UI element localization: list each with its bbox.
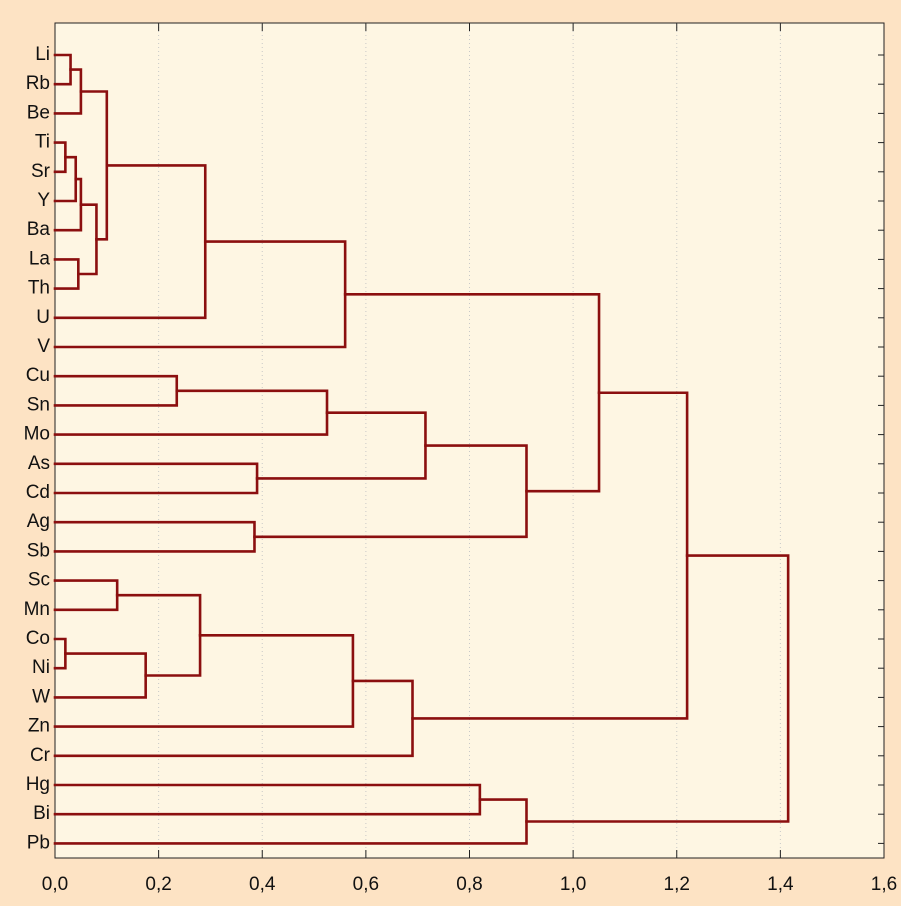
leaf-label: Cd xyxy=(26,482,50,503)
dendrogram-links xyxy=(53,53,790,845)
leaf-label: Sn xyxy=(27,394,50,415)
x-tick-label: 0,8 xyxy=(456,874,482,895)
leaf-label: Ni xyxy=(32,657,50,678)
leaf-label: Be xyxy=(27,102,50,123)
leaf-label: La xyxy=(29,248,51,269)
leaf-label: U xyxy=(36,307,50,328)
x-tick-label: 0,6 xyxy=(353,874,379,895)
x-tick-label: 0,0 xyxy=(42,874,68,895)
leaf-label: Mo xyxy=(24,424,50,445)
leaf-label: Hg xyxy=(26,774,50,795)
leaf-label: W xyxy=(32,686,50,707)
leaf-label: Li xyxy=(35,44,50,65)
leaf-label: Sb xyxy=(27,540,50,561)
leaf-label: Sc xyxy=(28,570,50,591)
x-axis-tick-labels: 0,0 0,2 0,4 0,6 0,8 1,0 1,2 1,4 1,6 xyxy=(42,874,897,895)
leaf-label: Mn xyxy=(24,599,50,620)
x-tick-label: 0,4 xyxy=(249,874,276,895)
leaf-label: V xyxy=(37,336,50,357)
leaf-label: Th xyxy=(28,278,50,299)
leaf-labels: Li Rb Be Ti Sr Y Ba La Th UV Cu Sn Mo As Cd Ag Sb Sc Mn Co N… xyxy=(24,44,51,853)
leaf-label: Pb xyxy=(27,832,50,853)
x-tick-label: 0,2 xyxy=(145,874,171,895)
x-tick-label: 1,4 xyxy=(767,874,794,895)
leaf-label: Y xyxy=(37,190,50,211)
leaf-label: Zn xyxy=(28,716,50,737)
leaf-label: Ag xyxy=(27,511,50,532)
x-tick-label: 1,6 xyxy=(871,874,897,895)
leaf-label: Sr xyxy=(31,161,51,182)
leaf-label: Ti xyxy=(35,132,50,153)
dendrogram-link xyxy=(525,554,790,823)
leaf-label: Co xyxy=(26,628,50,649)
leaf-label: Cu xyxy=(26,365,50,386)
leaf-label: Ba xyxy=(27,219,51,240)
leaf-label: Bi xyxy=(33,803,50,824)
leaf-label: Cr xyxy=(30,745,51,766)
leaf-label: As xyxy=(28,453,50,474)
x-tick-label: 1,0 xyxy=(560,874,586,895)
leaf-label: Rb xyxy=(26,73,50,94)
plot-area xyxy=(54,22,885,859)
x-tick-label: 1,2 xyxy=(664,874,690,895)
